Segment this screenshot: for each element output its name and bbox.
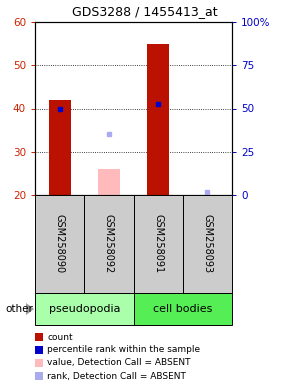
Bar	[147, 44, 169, 195]
Text: GSM258090: GSM258090	[55, 214, 65, 273]
Bar	[48, 100, 71, 195]
Text: percentile rank within the sample: percentile rank within the sample	[47, 346, 200, 354]
Text: count: count	[47, 333, 72, 341]
Text: GDS3288 / 1455413_at: GDS3288 / 1455413_at	[72, 5, 218, 18]
Text: value, Detection Call = ABSENT: value, Detection Call = ABSENT	[47, 359, 191, 367]
Text: GSM258092: GSM258092	[104, 214, 114, 274]
Text: GSM258091: GSM258091	[153, 214, 163, 273]
Text: other: other	[6, 304, 34, 314]
Text: pseudopodia: pseudopodia	[48, 304, 120, 314]
Text: cell bodies: cell bodies	[153, 304, 213, 314]
Text: rank, Detection Call = ABSENT: rank, Detection Call = ABSENT	[47, 371, 186, 381]
Bar	[98, 169, 120, 195]
Text: GSM258093: GSM258093	[202, 214, 212, 273]
